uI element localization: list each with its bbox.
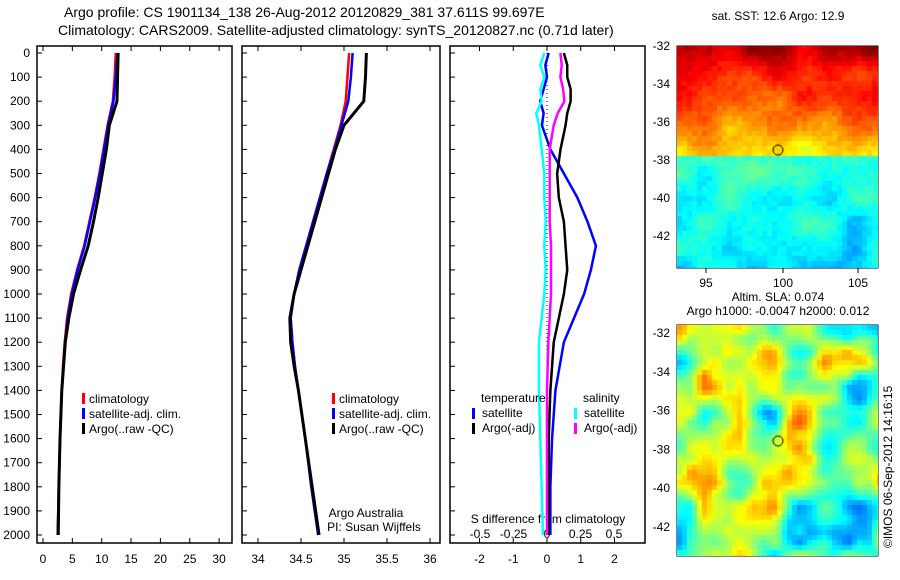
x-tick-label: 5 (69, 552, 76, 566)
x-tick-label: 1 (577, 552, 584, 566)
depth-tick-label: 1600 (3, 432, 30, 446)
depth-tick-label: 200 (10, 94, 30, 108)
lat-tick-label: -32 (653, 39, 671, 53)
depth-tick-label: 1000 (3, 287, 30, 301)
lat-tick-label: -38 (653, 442, 671, 456)
lat-tick-label: -32 (653, 326, 671, 340)
legend-title: salinity (583, 391, 620, 405)
legend-label: satellite (482, 406, 523, 420)
title-line-1: Argo profile: CS 1901134_138 26-Aug-2012… (64, 4, 545, 20)
diff-line-s-satellite (534, 52, 547, 536)
s-tick-label: -0.5 (470, 527, 491, 541)
x-tick-label: 0 (40, 552, 47, 566)
depth-tick-label: 1100 (4, 311, 30, 325)
x-tick-label: 2 (611, 552, 618, 566)
sst-map-image (677, 46, 878, 268)
legend-swatch (472, 408, 475, 419)
s-tick-label: 0.5 (606, 527, 623, 541)
depth-tick-label: 500 (10, 167, 30, 181)
depth-tick-label: 1900 (3, 504, 30, 518)
lon-tick-label: 105 (848, 276, 868, 290)
legend-swatch (332, 408, 335, 419)
lat-tick-label: -36 (653, 115, 671, 129)
x-tick-label: 35 (337, 552, 351, 566)
annotation-line: PI: Susan Wijffels (327, 520, 421, 534)
depth-tick-label: 0 (23, 46, 30, 60)
legend-label: Argo(-adj) (584, 421, 637, 435)
depth-tick-label: 1300 (3, 359, 30, 373)
legend-label: Argo(..raw -QC) (89, 422, 174, 436)
legend-label: Argo(-adj) (482, 421, 535, 435)
depth-tick-label: 400 (10, 142, 30, 156)
depth-tick-label: 1700 (3, 456, 30, 470)
legend-label: Argo(..raw -QC) (339, 422, 424, 436)
x-tick-label: 30 (212, 552, 226, 566)
sla-map-title: Argo h1000: -0.0047 h2000: 0.012 (687, 304, 870, 318)
depth-tick-label: 600 (10, 191, 30, 205)
depth-tick-label: 1800 (3, 480, 30, 494)
lat-tick-label: -40 (653, 191, 671, 205)
panel-frame-temperature (36, 45, 233, 544)
sla-map-title: Altim. SLA: 0.074 (732, 290, 825, 304)
x-tick-label: 36 (423, 552, 437, 566)
x-tick-label: -1 (508, 552, 519, 566)
diff-line-t-argo-adj- (547, 52, 572, 535)
legend-label: satellite-adj. clim. (339, 407, 431, 421)
x-tick-label: 25 (183, 552, 197, 566)
x-tick-label: 34 (251, 552, 265, 566)
x-tick-label: 34.5 (289, 552, 313, 566)
depth-tick-label: 2000 (3, 528, 30, 542)
lat-tick-label: -42 (653, 520, 671, 534)
legend-swatch (574, 423, 577, 434)
lat-tick-label: -42 (653, 229, 671, 243)
depth-tick-label: 900 (10, 263, 30, 277)
title-line-2: Climatology: CARS2009. Satellite-adjuste… (58, 22, 614, 38)
depth-tick-label: 300 (10, 118, 30, 132)
x-tick-label: 10 (95, 552, 109, 566)
sla-map-image (677, 325, 878, 556)
legend-swatch (472, 423, 475, 434)
depth-tick-label: 700 (10, 215, 30, 229)
annotation-line: Argo Australia (329, 506, 404, 520)
lat-tick-label: -40 (653, 481, 671, 495)
x-tick-label: 0 (544, 552, 551, 566)
legend-swatch (82, 423, 85, 434)
legend-swatch (574, 408, 577, 419)
legend-swatch (82, 408, 85, 419)
legend-label: climatology (89, 392, 149, 406)
legend-swatch (332, 423, 335, 434)
depth-tick-label: 1500 (3, 408, 30, 422)
lat-tick-label: -36 (653, 404, 671, 418)
x-tick-label: 35.5 (375, 552, 399, 566)
legend-label: satellite (584, 406, 625, 420)
profile-line-argo-raw-qc- (288, 52, 368, 536)
legend-swatch (332, 393, 335, 404)
x-tick-label: 15 (124, 552, 138, 566)
lat-tick-label: -34 (653, 77, 671, 91)
legend-label: climatology (339, 392, 399, 406)
depth-tick-label: 100 (10, 70, 30, 84)
legend-title: temperature (481, 391, 546, 405)
legend-label: satellite-adj. clim. (89, 407, 181, 421)
profile-line-argo-raw-qc- (56, 52, 120, 536)
lon-tick-label: 100 (773, 276, 793, 290)
legend-swatch (82, 393, 85, 404)
depth-tick-label: 1200 (3, 335, 30, 349)
diff-line-t-satellite (538, 52, 598, 535)
lat-tick-label: -38 (653, 153, 671, 167)
s-tick-label: -0.25 (500, 527, 528, 541)
depth-tick-label: 1400 (3, 383, 30, 397)
imos-credit: ©IMOS 06-Sep-2012 14:16:15 (881, 385, 895, 548)
lon-tick-label: 95 (699, 276, 713, 290)
x-tick-label: 20 (154, 552, 168, 566)
depth-tick-label: 800 (10, 239, 30, 253)
sst-map-title: sat. SST: 12.6 Argo: 12.9 (712, 9, 845, 23)
s-tick-label: 0.25 (569, 527, 593, 541)
x-tick-label: -2 (474, 552, 485, 566)
lat-tick-label: -34 (653, 365, 671, 379)
diff-line-s-argo-adj- (545, 52, 566, 535)
